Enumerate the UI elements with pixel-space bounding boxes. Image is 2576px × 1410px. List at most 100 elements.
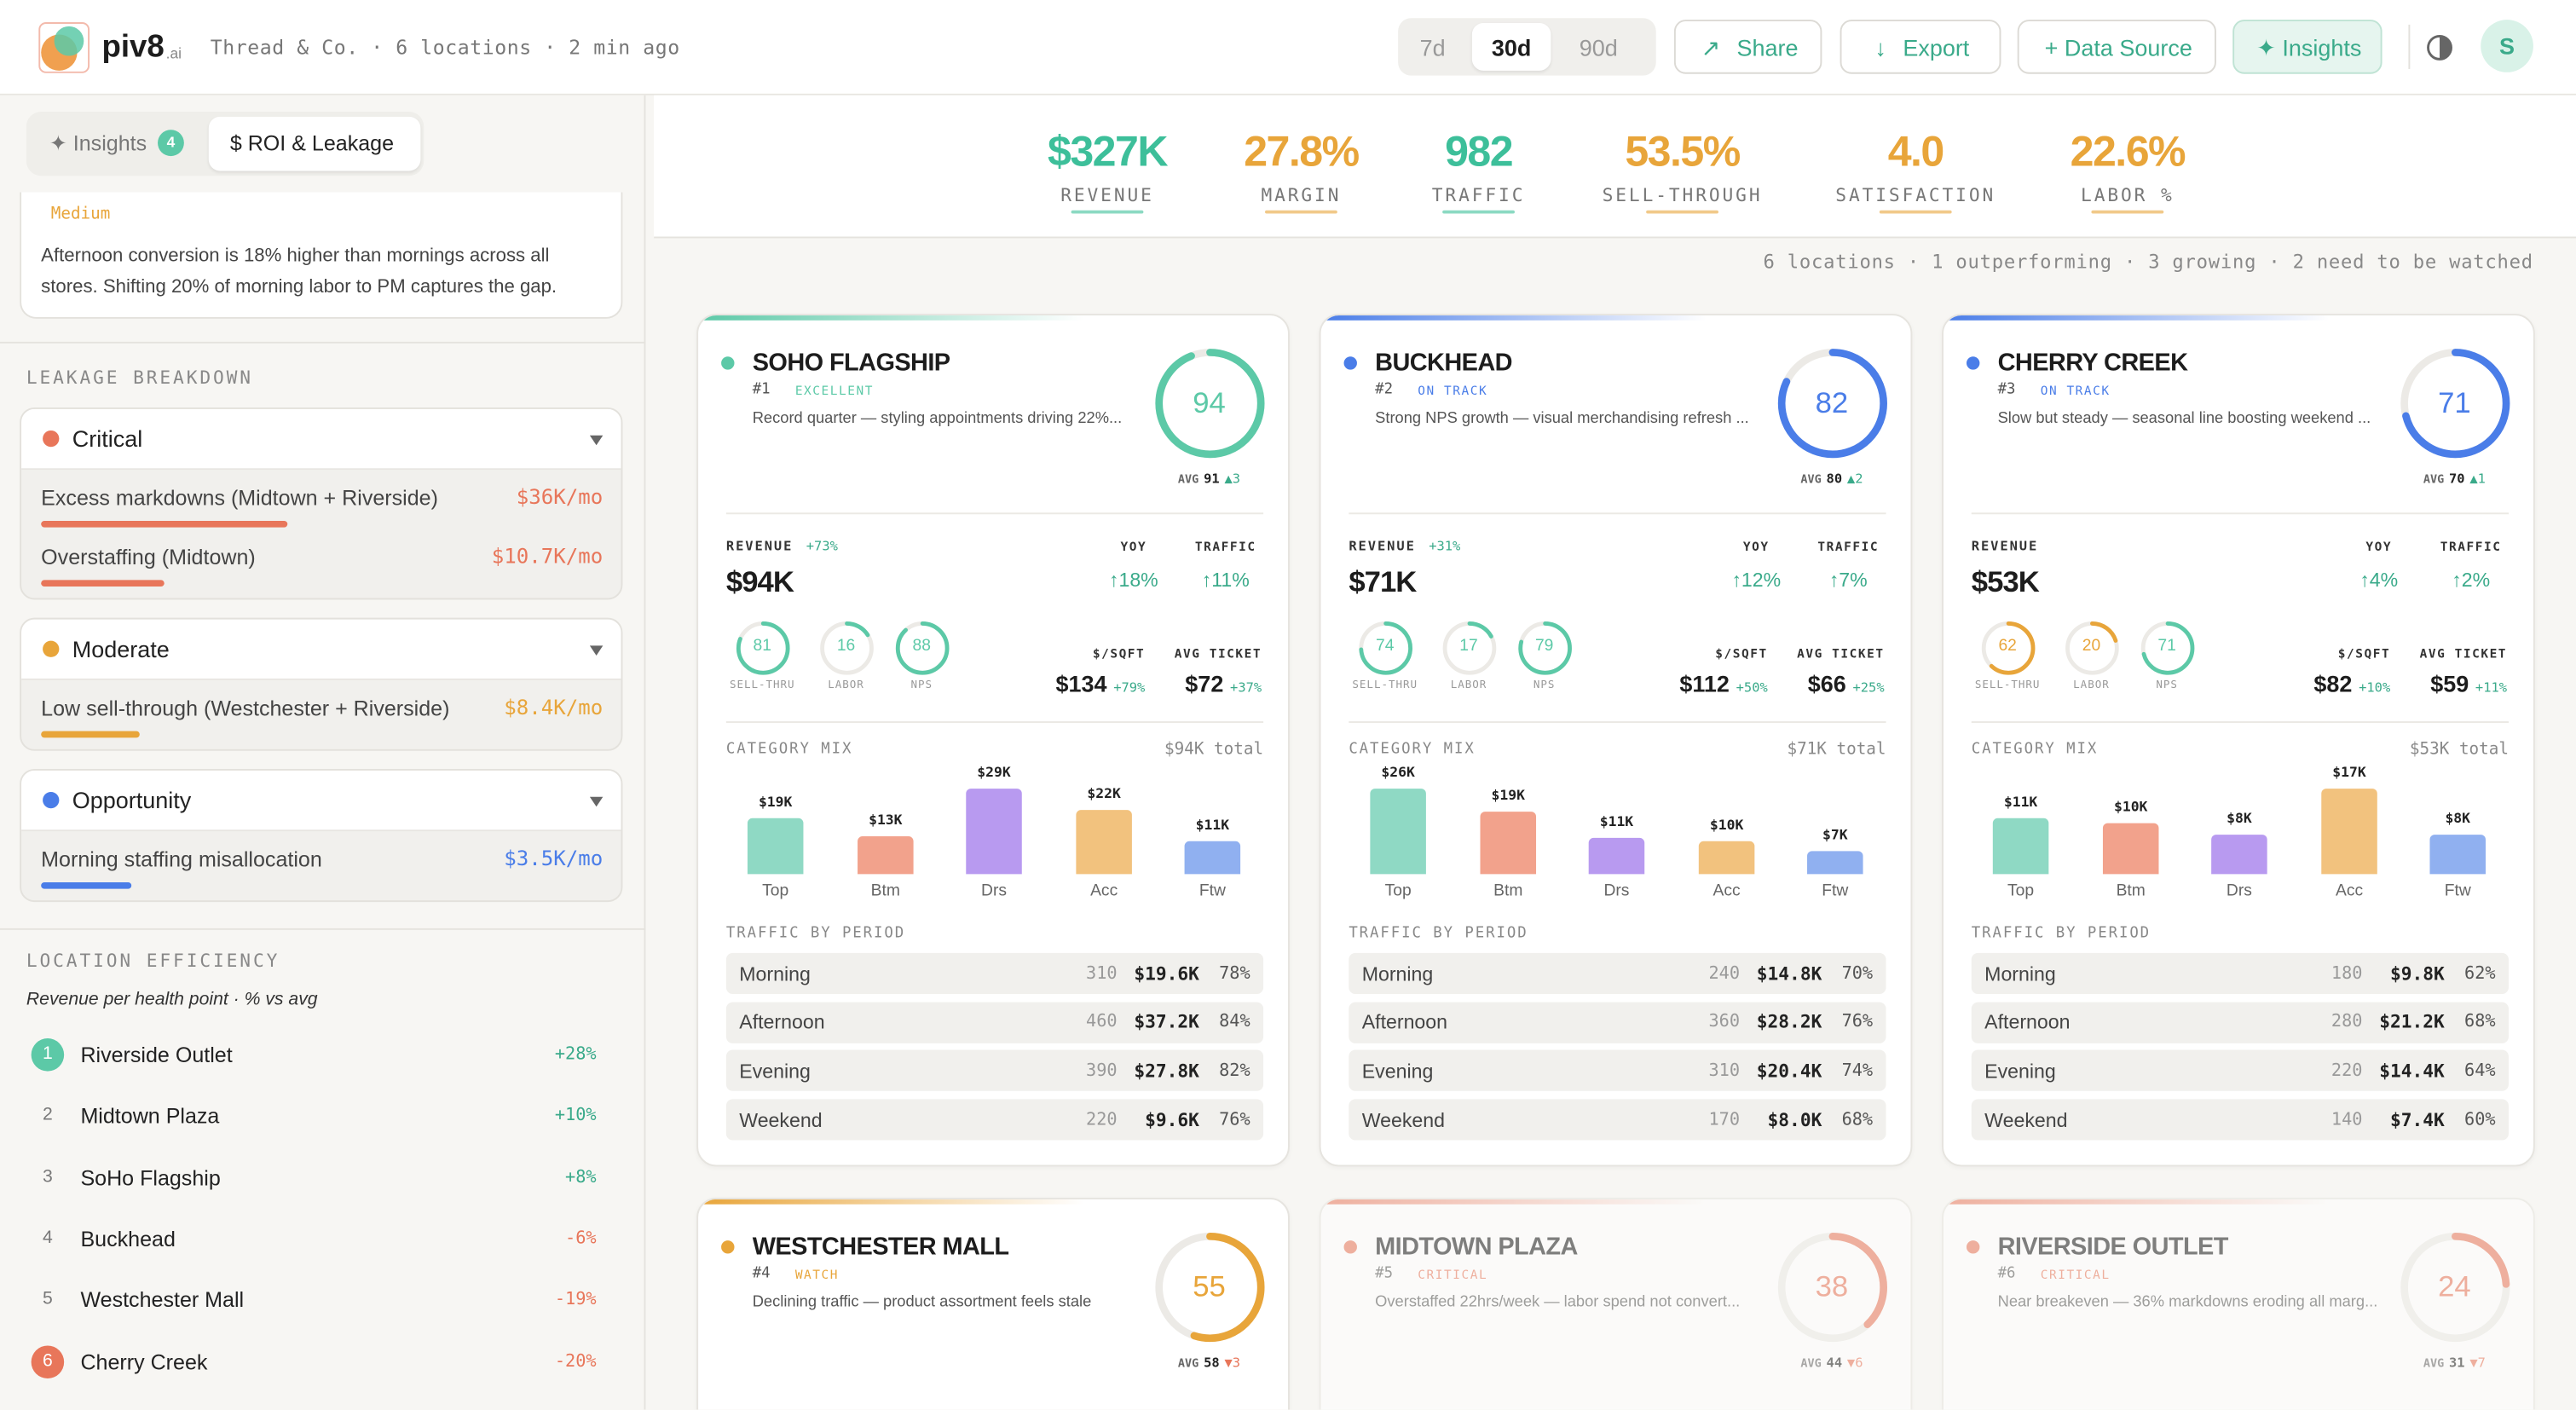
ring-arc — [1980, 621, 2035, 674]
context: Thread & Co. · 6 locations · 2 min ago — [210, 36, 680, 60]
mix-value: $10K — [2113, 800, 2148, 818]
group-name: Opportunity — [72, 787, 192, 814]
sqft-label: $/SQFT — [1092, 645, 1146, 662]
header-button[interactable]: ↓ Export — [1840, 20, 2001, 74]
health-ring — [1517, 621, 1571, 674]
ring-arc — [735, 621, 789, 674]
period-name: Evening — [1984, 1059, 2056, 1083]
chevron[interactable] — [588, 434, 604, 447]
tab[interactable]: $ ROI & Leakage — [229, 130, 395, 156]
mix-value: $19K — [1491, 788, 1526, 805]
group-header[interactable] — [21, 619, 621, 680]
card-accent — [698, 315, 1289, 321]
store-status: ON TRACK — [2040, 383, 2111, 398]
store-name: BUCKHEAD — [1375, 349, 1512, 378]
store-card[interactable]: BUCKHEAD #2 ON TRACK Strong NPS growth — vi… — [1319, 314, 1913, 1167]
leakage-item: Low sell-through (Westchester + Riversid… — [41, 696, 450, 721]
ring-arc — [2400, 348, 2510, 458]
divider — [1349, 721, 1886, 724]
avg-label: AVG — [2423, 473, 2445, 487]
period-name: Weekend — [1984, 1108, 2068, 1132]
card-accent — [1320, 315, 1911, 321]
revenue-label: REVENUE — [1971, 539, 2039, 554]
header-button[interactable]: ✦ Insights — [2232, 20, 2383, 74]
tab-active[interactable] — [208, 116, 421, 171]
group-header[interactable] — [21, 770, 621, 832]
sqft-row: $112 +50% — [1679, 672, 1767, 695]
traffic-label: TRAFFIC — [1194, 539, 1256, 554]
score-ring — [1154, 1231, 1264, 1342]
store-card[interactable]: RIVERSIDE OUTLET #6 CRITICAL Near breakeven… — [1942, 1198, 2535, 1410]
health-label: NPS — [910, 678, 933, 691]
button-icon: ↓ — [1874, 34, 1887, 61]
kpi-label: MARGIN — [1261, 184, 1342, 206]
leakage-group: Critical Excess markdowns (Midtown + Rive… — [20, 407, 623, 600]
period-name: Weekend — [739, 1108, 823, 1132]
chevron[interactable] — [588, 644, 604, 657]
period-pct: 78% — [1219, 962, 1250, 984]
leakage-item: Morning staffing misallocation — [41, 847, 322, 872]
chevron[interactable] — [588, 795, 604, 808]
avatar[interactable] — [2481, 20, 2533, 72]
ticket-delta: +37% — [1230, 679, 1262, 696]
mix-category: Top — [2007, 881, 2035, 901]
leakage-item: Overstaffing (Midtown) — [41, 544, 256, 569]
period-option[interactable]: 30d — [1491, 34, 1532, 61]
period-revenue: $14.8K — [1756, 962, 1822, 985]
store-card[interactable]: WESTCHESTER MALL #4 WATCH Declining traffic… — [696, 1198, 1290, 1410]
mix-total: $71K total — [1787, 741, 1886, 760]
store-name: RIVERSIDE OUTLET — [1997, 1233, 2229, 1262]
health-ring — [735, 621, 789, 674]
button-content: ↓ Export — [1875, 36, 1970, 59]
revenue-value: $53K — [1971, 564, 2040, 598]
period-active[interactable] — [1471, 22, 1551, 71]
health-ring — [1358, 621, 1412, 674]
ticket-value: $59 — [2430, 670, 2469, 697]
mix-bar — [1076, 809, 1132, 875]
button-icon: ↗ — [1701, 34, 1721, 61]
ring-arc — [1776, 348, 1887, 458]
store-rank: #4 — [752, 1265, 771, 1283]
sqft-delta: +10% — [2359, 679, 2391, 696]
header-button[interactable]: ↗ Share — [1673, 20, 1822, 74]
health-ring — [894, 621, 949, 674]
mix-title: CATEGORY MIX — [725, 742, 853, 759]
store-description: Overstaffed 22hrs/week — labor spend not… — [1375, 1293, 1741, 1312]
store-name: SOHO FLAGSHIP — [752, 349, 950, 378]
leakage-bar — [41, 580, 165, 587]
store-card[interactable]: CHERRY CREEK #3 ON TRACK Slow but steady — … — [1942, 314, 2535, 1167]
ring-arc — [1358, 621, 1412, 674]
mix-category: Ftw — [1822, 881, 1849, 901]
sqft-row: $134 +79% — [1055, 672, 1145, 695]
store-card[interactable]: MIDTOWN PLAZA #5 CRITICAL Overstaffed 22hrs… — [1319, 1198, 1913, 1410]
health-value: 88 — [912, 637, 931, 656]
health-label: NPS — [2156, 678, 2178, 691]
tab-badge-count: 4 — [166, 134, 176, 151]
store-card[interactable]: SOHO FLAGSHIP #1 EXCELLENT Record quarter —… — [696, 314, 1290, 1167]
status-dot — [1343, 1240, 1357, 1254]
avg-label: AVG — [1800, 473, 1822, 487]
score-ring — [1776, 1231, 1887, 1342]
period-count: 220 — [2331, 1060, 2363, 1081]
group-header[interactable] — [21, 408, 621, 471]
header-button[interactable]: + Data Source — [2017, 20, 2216, 74]
period-count: 360 — [1708, 1012, 1741, 1032]
period-row — [725, 1050, 1264, 1092]
period-pct: 60% — [2464, 1109, 2496, 1130]
traffic-value: ↑11% — [1201, 568, 1250, 592]
store-status: CRITICAL — [1418, 1267, 1488, 1282]
sqft-value: $112 — [1679, 670, 1730, 697]
revenue-header: REVENUE +31% — [1349, 540, 1460, 553]
location-name: Cherry Creek — [80, 1349, 208, 1374]
period-option[interactable]: 90d — [1579, 34, 1618, 61]
insight-severity: Medium — [50, 205, 111, 224]
tab-badge — [158, 130, 184, 157]
mix-bar — [1992, 818, 2049, 875]
ring-arc — [1517, 621, 1571, 674]
period-option[interactable]: 7d — [1419, 34, 1446, 61]
health-label: NPS — [1533, 678, 1556, 691]
period-revenue: $28.2K — [1756, 1011, 1822, 1033]
tab[interactable]: ✦ Insights — [49, 130, 147, 156]
theme-toggle[interactable] — [2425, 33, 2455, 63]
